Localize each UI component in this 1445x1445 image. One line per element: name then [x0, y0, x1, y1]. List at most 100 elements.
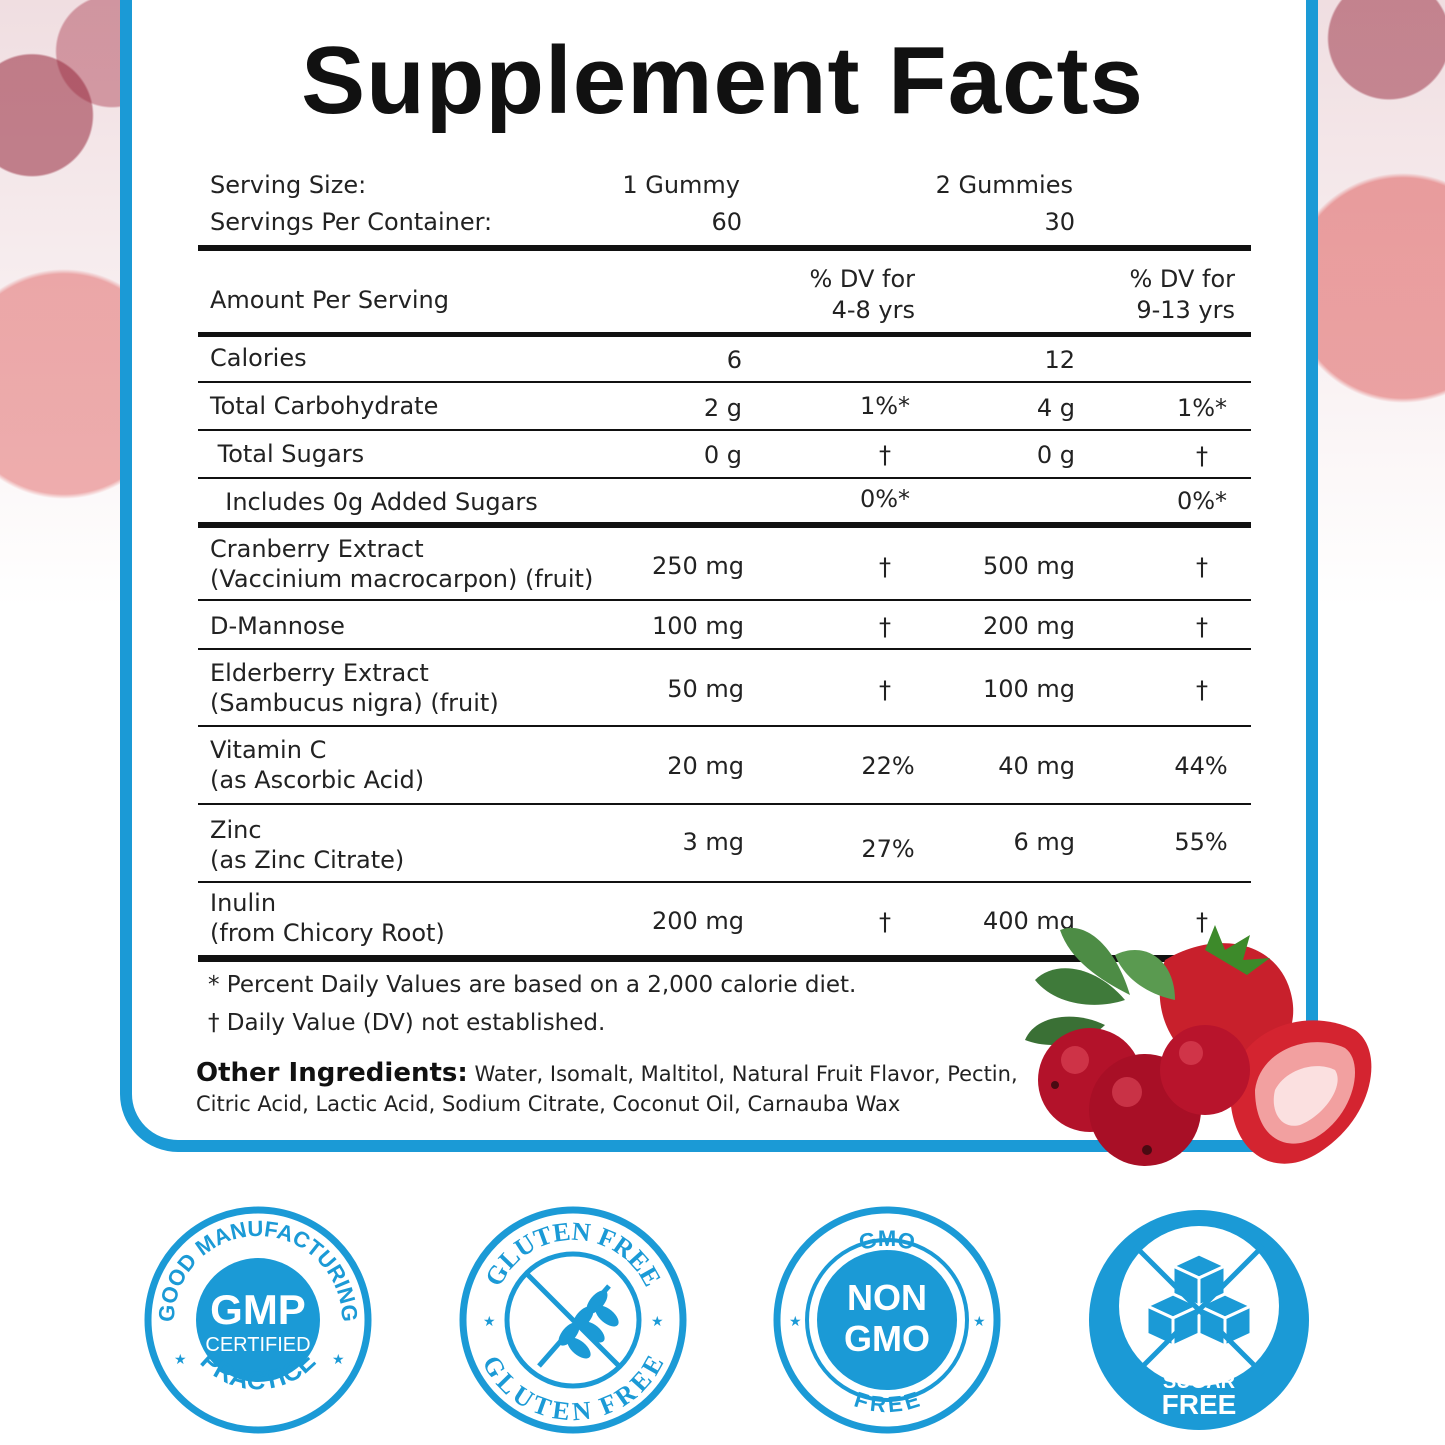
- row-amount-b: 4 g: [1036, 394, 1075, 422]
- row-amount-b: 500 mg: [982, 552, 1075, 580]
- row-divider: [198, 725, 1251, 727]
- row-amount-b: 100 mg: [982, 675, 1075, 703]
- row-dv-a: †: [879, 613, 891, 641]
- row-name-detail: (as Zinc Citrate): [210, 846, 405, 874]
- row-name: Cranberry Extract: [210, 535, 424, 563]
- row-dv-a: †: [879, 553, 891, 581]
- other-ingredients-label: Other Ingredients:: [196, 1058, 468, 1088]
- page-title: Supplement Facts: [301, 27, 1144, 134]
- gmo-line1: NON: [847, 1277, 927, 1318]
- row-dv-a: †: [879, 908, 891, 936]
- serving-size-label: Serving Size:: [210, 171, 367, 199]
- sugar-cubes-icon: [1143, 1252, 1255, 1349]
- row-dv-b: 44%: [1174, 752, 1228, 780]
- row-divider: [198, 803, 1251, 805]
- row-amount-b: 200 mg: [982, 612, 1075, 640]
- thick-divider: [198, 955, 1251, 962]
- sugar-line1: SUGAR: [1163, 1371, 1236, 1393]
- dv-b-header-line1: % DV for: [1129, 265, 1235, 293]
- serving-size-b: 2 Gummies: [935, 171, 1073, 199]
- row-divider: [198, 381, 1251, 383]
- row-amount-b: 0 g: [1036, 441, 1075, 469]
- row-amount-a: 20 mg: [667, 752, 744, 780]
- star-icon: ★: [651, 1314, 664, 1330]
- row-name: Zinc: [210, 816, 262, 844]
- gmp-sub-text: CERTIFIED: [205, 1334, 310, 1356]
- row-amount-b: 40 mg: [998, 752, 1075, 780]
- star-icon: ★: [789, 1314, 802, 1330]
- dv-a-header-line1: % DV for: [809, 265, 915, 293]
- row-name-detail: (Vaccinium macrocarpon) (fruit): [210, 565, 594, 593]
- dv-b-header-line2: 9-13 yrs: [1136, 296, 1235, 324]
- row-name-detail: (Sambucus nigra) (fruit): [210, 689, 499, 717]
- star-icon: ★: [973, 1314, 986, 1330]
- sugar-free-badge: SUGAR FREE: [1089, 1210, 1309, 1430]
- row-dv-a: 0%*: [859, 485, 911, 513]
- row-amount-b: 12: [1044, 346, 1075, 374]
- other-ingredients-text: Water, Isomalt, Maltitol, Natural Fruit …: [196, 1062, 1018, 1116]
- row-amount-a: 200 mg: [651, 907, 744, 935]
- sugar-line2: FREE: [1162, 1389, 1237, 1420]
- servings-per-container-a: 60: [711, 208, 742, 236]
- row-dv-b: †: [1196, 553, 1208, 581]
- star-icon: ★: [174, 1352, 187, 1368]
- gmo-top-text: GMO: [856, 1226, 917, 1255]
- gmo-line2: GMO: [844, 1318, 930, 1359]
- thick-divider: [198, 245, 1251, 251]
- gmp-certified-badge: GOOD MANUFACTURING PRACTICE GMP CERTIFIE…: [144, 1206, 372, 1434]
- row-name: Calories: [210, 344, 307, 372]
- row-dv-b: 1%*: [1176, 394, 1228, 422]
- row-dv-b: 0%*: [1176, 487, 1228, 515]
- gluten-free-badge: GLUTEN FREE GLUTEN FREE ★ ★: [459, 1206, 687, 1434]
- non-gmo-badge: GMO FREE NON GMO ★ ★: [773, 1206, 1001, 1434]
- row-divider: [198, 599, 1251, 601]
- row-dv-a: 22%: [861, 752, 915, 780]
- serving-size-a: 1 Gummy: [622, 171, 740, 199]
- row-dv-a: †: [879, 441, 891, 469]
- header-divider: [198, 332, 1251, 337]
- row-name-detail: (from Chicory Root): [210, 919, 445, 947]
- dv-a-header-line2: 4-8 yrs: [831, 296, 915, 324]
- servings-per-container-b: 30: [1044, 208, 1075, 236]
- row-name: Inulin: [210, 889, 277, 917]
- row-dv-b: †: [1196, 613, 1208, 641]
- star-icon: ★: [483, 1314, 496, 1330]
- amount-per-serving-label: Amount Per Serving: [210, 286, 450, 314]
- row-divider: [198, 429, 1251, 431]
- row-dv-b: †: [1196, 676, 1208, 704]
- row-divider: [198, 881, 1251, 883]
- servings-per-container-label: Servings Per Container:: [210, 208, 493, 236]
- row-amount-a: 50 mg: [667, 675, 744, 703]
- cranberry-strawberry-illustration: [1025, 925, 1372, 1166]
- row-name: Elderberry Extract: [210, 659, 429, 687]
- row-amount-a: 3 mg: [682, 828, 744, 856]
- footnote-percent: * Percent Daily Values are based on a 2,…: [208, 972, 857, 998]
- row-amount-b: 400 mg: [982, 907, 1075, 935]
- row-divider: [198, 477, 1251, 479]
- row-amount-a: 250 mg: [651, 552, 744, 580]
- row-dv-b: †: [1196, 442, 1208, 470]
- thick-divider: [198, 522, 1251, 528]
- row-amount-a: 100 mg: [651, 612, 744, 640]
- other-ingredients: Other Ingredients: Water, Isomalt, Malti…: [196, 1058, 1036, 1119]
- row-dv-a: 1%*: [859, 392, 911, 420]
- row-name: D-Mannose: [210, 612, 345, 640]
- footnote-dagger: † Daily Value (DV) not established.: [208, 1010, 606, 1036]
- gmp-center-text: GMP: [210, 1286, 306, 1333]
- row-amount-a: 0 g: [703, 441, 742, 469]
- row-dv-b: †: [1196, 908, 1208, 936]
- row-amount-a: 6: [726, 346, 742, 374]
- star-icon: ★: [332, 1352, 345, 1368]
- row-amount-b: 6 mg: [1013, 828, 1075, 856]
- row-name: Total Carbohydrate: [210, 392, 439, 420]
- row-dv-b: 55%: [1174, 828, 1228, 856]
- row-name: Includes 0g Added Sugars: [210, 488, 538, 516]
- row-dv-a: †: [879, 676, 891, 704]
- row-dv-a: 27%: [861, 835, 915, 863]
- background-fruit-right: [1305, 0, 1445, 640]
- row-divider: [198, 648, 1251, 650]
- row-name-detail: (as Ascorbic Acid): [210, 766, 425, 794]
- row-name: Total Sugars: [210, 440, 365, 468]
- row-name: Vitamin C: [210, 736, 327, 764]
- row-amount-a: 2 g: [703, 394, 742, 422]
